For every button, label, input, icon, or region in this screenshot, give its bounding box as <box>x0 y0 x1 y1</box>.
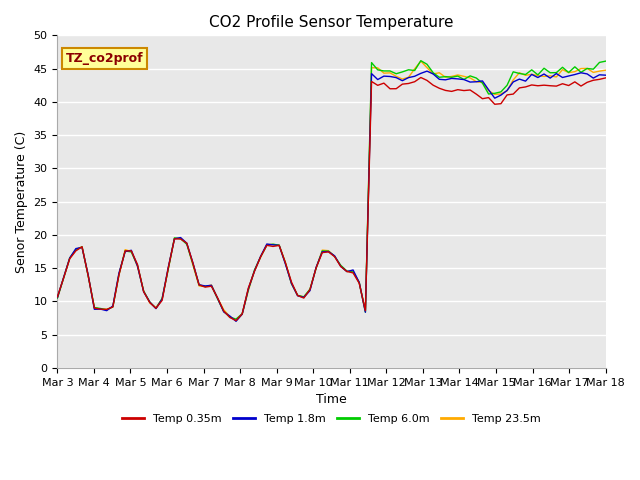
Legend: Temp 0.35m, Temp 1.8m, Temp 6.0m, Temp 23.5m: Temp 0.35m, Temp 1.8m, Temp 6.0m, Temp 2… <box>118 410 545 429</box>
Text: TZ_co2prof: TZ_co2prof <box>66 52 143 65</box>
Y-axis label: Senor Temperature (C): Senor Temperature (C) <box>15 131 28 273</box>
Title: CO2 Profile Sensor Temperature: CO2 Profile Sensor Temperature <box>209 15 454 30</box>
X-axis label: Time: Time <box>316 393 347 406</box>
